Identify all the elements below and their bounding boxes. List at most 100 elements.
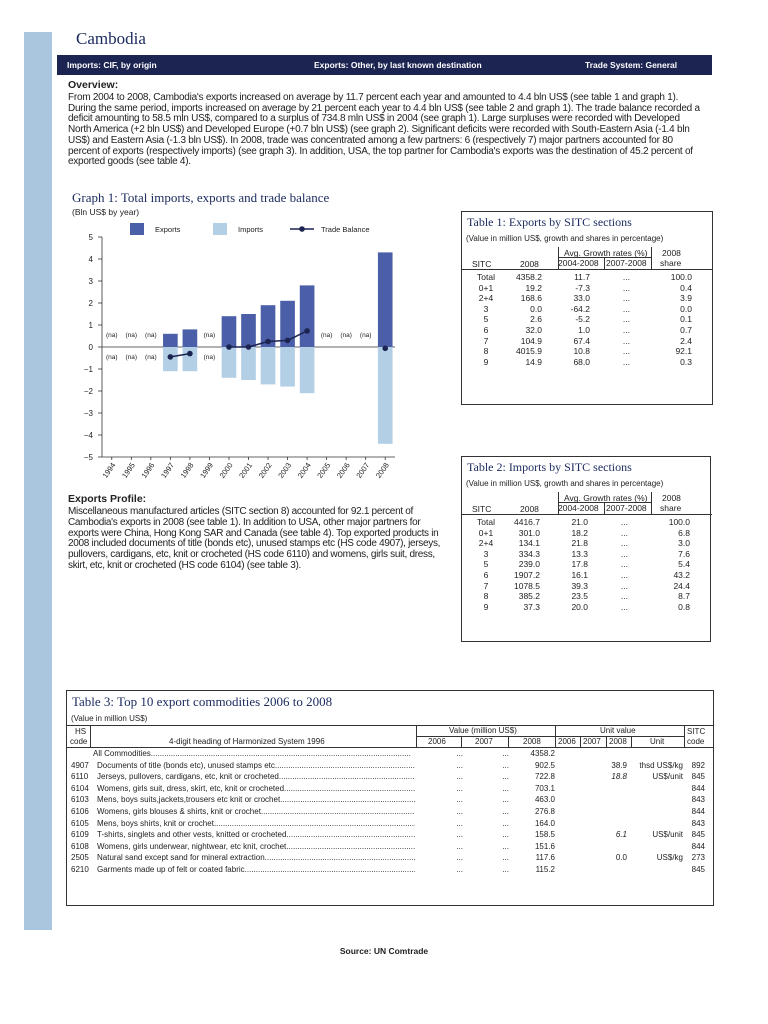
- t3-u2006-h: 2006: [558, 737, 576, 746]
- table-cell: 33.0: [573, 293, 590, 304]
- t3-cell-sitc: 844: [691, 841, 705, 851]
- t3-cell-sitc: 845: [691, 830, 705, 840]
- t3-cell-v07: ...: [502, 841, 509, 851]
- t3-cell-desc: Womens, girls suit, dress, skirt, etc, k…: [97, 784, 415, 793]
- t3-cell-v07: ...: [502, 807, 509, 816]
- table-cell: 21.8: [571, 538, 588, 549]
- t3-cell-sitc: 845: [691, 865, 705, 874]
- table-cell: 385.2: [518, 591, 540, 602]
- t3-cell-sitc: 843: [691, 795, 705, 805]
- table-row: 9 37.3 20.0... 0.8: [462, 602, 710, 613]
- t3-v2006-h: 2006: [428, 737, 446, 746]
- table-cell: 239.0: [518, 559, 540, 570]
- dot-leader: ........................................…: [278, 772, 415, 782]
- table-cell: 8.7: [678, 591, 690, 602]
- t3-cell-code: 6109: [71, 830, 89, 840]
- dot-leader: ........................................…: [284, 783, 415, 793]
- na-label: (na): [204, 332, 216, 339]
- t3-cell-code: 6103: [71, 795, 89, 805]
- exports-profile-text: Miscellaneous manufactured articles (SIT…: [68, 506, 441, 571]
- header-bar: Imports: CIF, by origin Exports: Other, …: [57, 55, 712, 75]
- table-cell: 0.4: [680, 282, 692, 293]
- x-tick-label: 2000: [218, 461, 235, 480]
- legend-exports-swatch: [130, 223, 144, 235]
- legend-imports-swatch: [213, 223, 227, 235]
- t3-cell-unit: US$/unit: [652, 830, 683, 840]
- table-cell: 2+4: [478, 293, 494, 304]
- imports-bar: [377, 347, 393, 444]
- x-tick-label: 2006: [335, 461, 352, 480]
- table-cell: ...: [620, 559, 628, 570]
- t3-desc-text: Womens, girls underwear, nightwear, etc …: [97, 841, 287, 851]
- table-row: 6210 Garments made up of felt or coated f…: [67, 865, 713, 877]
- t3-cell-sitc: 845: [691, 772, 705, 782]
- t3-cell-sitc: 844: [691, 783, 705, 793]
- t3-cell-v06: ...: [456, 749, 463, 758]
- t3-cell-v08: 158.5: [534, 830, 555, 840]
- imports-bar: [260, 347, 276, 385]
- table-cell: 4358.2: [516, 272, 542, 282]
- y-tick-label: −2: [84, 387, 94, 396]
- na-label: (na): [321, 332, 333, 339]
- exports-bar: [182, 329, 198, 347]
- table-cell: 6: [483, 570, 489, 580]
- t3-desc-text: All Commodities: [93, 749, 151, 758]
- table2-title: Table 2: Imports by SITC sections: [467, 460, 632, 474]
- table-cell: 3: [483, 303, 489, 314]
- table-cell: 0.0: [680, 303, 692, 314]
- balance-line: [248, 340, 269, 348]
- balance-line: [287, 330, 308, 342]
- table-row: 9 14.9 68.0... 0.3: [462, 357, 712, 368]
- na-label: (na): [145, 354, 157, 361]
- t3-cell-desc: Mens, boys suits,jackets,trousers etc kn…: [97, 795, 415, 804]
- t3-cell-v08: 151.6: [534, 841, 555, 851]
- trade-system: Trade System: General: [585, 60, 678, 70]
- t3-cell-v07: ...: [502, 853, 509, 863]
- table-cell: ...: [620, 580, 628, 591]
- sidebar-band: [24, 32, 52, 930]
- table-cell: 5.4: [678, 559, 690, 570]
- table-cell: 7: [483, 580, 489, 591]
- t3-cell-code: 2505: [71, 853, 89, 863]
- t3-cell-v08: 722.8: [534, 772, 555, 782]
- balance-point: [304, 328, 310, 334]
- table-cell: 43.2: [673, 570, 690, 580]
- table-row: 7 104.9 67.4... 2.4: [462, 336, 712, 347]
- table-cell: -5.2: [575, 314, 590, 325]
- table-cell: 4015.9: [516, 346, 542, 357]
- t3-cell-v08: 164.0: [534, 818, 555, 828]
- x-tick-label: 1995: [120, 461, 137, 480]
- t3-desc-text: Womens, girls blouses & shirts, knit or …: [97, 807, 261, 816]
- t3-heading: 4-digit heading of Harmonized System 199…: [169, 737, 325, 746]
- balance-point: [265, 338, 271, 345]
- table-cell: 9: [483, 601, 489, 612]
- x-tick-label: 1996: [140, 461, 157, 480]
- exports-bar: [260, 305, 276, 347]
- t3-desc-text: Mens, boys shirts, knit or crochet: [97, 818, 214, 828]
- dot-leader: ........................................…: [150, 749, 411, 758]
- balance-point: [284, 337, 291, 344]
- t3-cell-v07: ...: [502, 795, 509, 805]
- t3-cell-desc: Jerseys, pullovers, cardigans, etc, knit…: [97, 772, 415, 781]
- dot-leader: ........................................…: [244, 865, 415, 874]
- imports-bar: [221, 347, 237, 378]
- table-row: 5 2.6 -5.2... 0.1: [462, 314, 712, 325]
- x-tick-label: 2001: [237, 461, 254, 480]
- table-cell: 7.6: [678, 548, 690, 559]
- table-row: 2505 Natural sand except sand for mineral…: [67, 853, 713, 865]
- x-tick-label: 1999: [198, 461, 215, 480]
- imports-bar: [280, 347, 295, 387]
- table-row: 6105 Mens, boys shirts, knit or crochet..…: [67, 819, 713, 831]
- table1-header-growth: Avg. Growth rates (%): [564, 248, 648, 258]
- table-cell: 100.0: [668, 517, 690, 527]
- table-cell: ...: [622, 356, 630, 367]
- t3-cell-code: 4907: [71, 760, 89, 770]
- table-cell: 0.1: [680, 314, 692, 325]
- t3-value-h: Value (million US$): [449, 726, 517, 735]
- table-cell: 104.9: [520, 335, 542, 346]
- x-tick-label: 1997: [159, 461, 176, 480]
- table-cell: 6: [483, 325, 489, 335]
- table-row: 8 4015.9 10.8... 92.1: [462, 346, 712, 357]
- table-cell: 1078.5: [514, 580, 540, 591]
- t3-cell-code: 6104: [71, 783, 89, 793]
